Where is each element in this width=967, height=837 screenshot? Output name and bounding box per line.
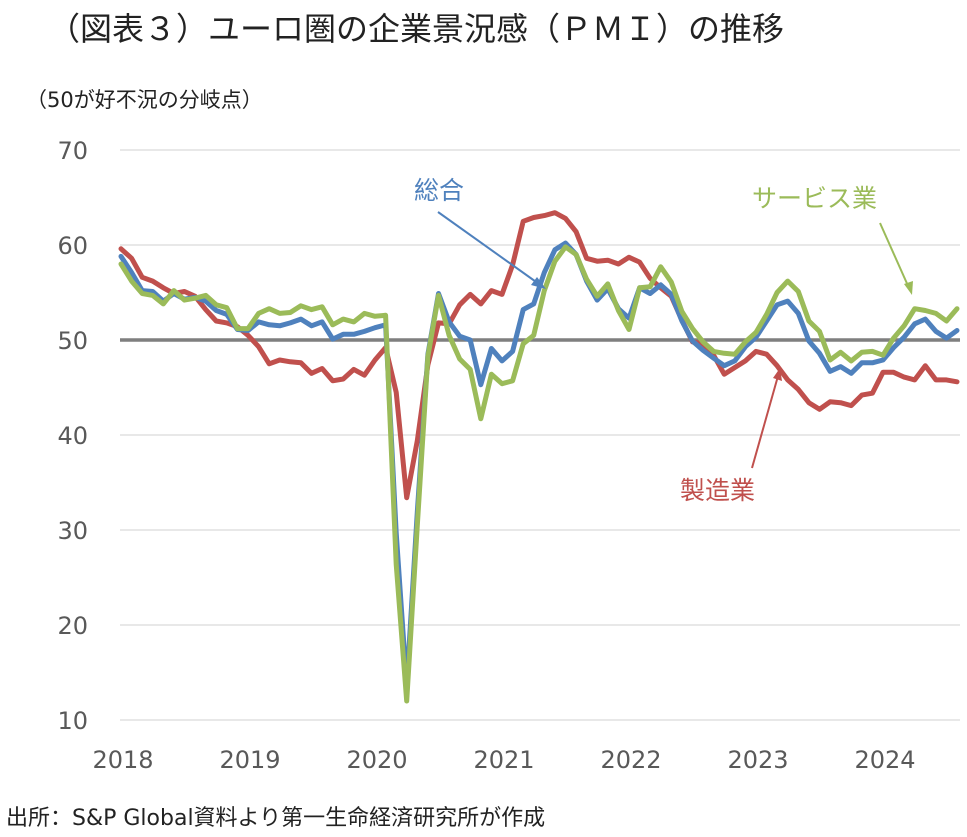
- composite-arrow: [437, 211, 540, 285]
- series-manufacturing: [118, 210, 960, 501]
- x-tick-2024: 2024: [854, 746, 915, 774]
- y-tick-30: 30: [57, 517, 88, 545]
- series-services: [118, 244, 960, 704]
- y-tick-50: 50: [57, 327, 88, 355]
- y-tick-60: 60: [57, 232, 88, 260]
- manufacturing-label: 製造業: [680, 476, 755, 505]
- manufacturing-arrowhead: [773, 368, 782, 381]
- x-tick-2023: 2023: [727, 746, 788, 774]
- y-tick-20: 20: [57, 612, 88, 640]
- y-tick-70: 70: [57, 137, 88, 165]
- source-note: 出所：S&P Global資料より第一生命経済研究所が作成: [6, 806, 545, 831]
- series-composite: [118, 240, 960, 689]
- services-arrow: [879, 222, 910, 289]
- x-tick-2022: 2022: [600, 746, 661, 774]
- gridlines: [120, 149, 960, 721]
- services-arrowhead: [904, 281, 913, 295]
- y-axis-ticks: 70 60 50 40 30 20 10: [57, 137, 88, 735]
- chart-title: （図表３）ユーロ圏の企業景況感（ＰＭＩ）の推移: [48, 10, 784, 48]
- manufacturing-arrow: [751, 375, 779, 469]
- x-tick-2021: 2021: [473, 746, 534, 774]
- composite-label: 総合: [414, 176, 464, 205]
- y-tick-10: 10: [57, 707, 88, 735]
- y-tick-40: 40: [57, 422, 88, 450]
- series-lines: [118, 210, 960, 704]
- x-tick-2018: 2018: [92, 746, 153, 774]
- x-axis-ticks: 2018 2019 2020 2021 2022 2023 2024: [92, 746, 915, 774]
- unit-note: （50が好不況の分岐点）: [26, 88, 263, 112]
- x-tick-2020: 2020: [346, 746, 407, 774]
- composite-arrowhead: [531, 277, 546, 289]
- services-label: サービス業: [752, 184, 877, 213]
- x-tick-2019: 2019: [219, 746, 280, 774]
